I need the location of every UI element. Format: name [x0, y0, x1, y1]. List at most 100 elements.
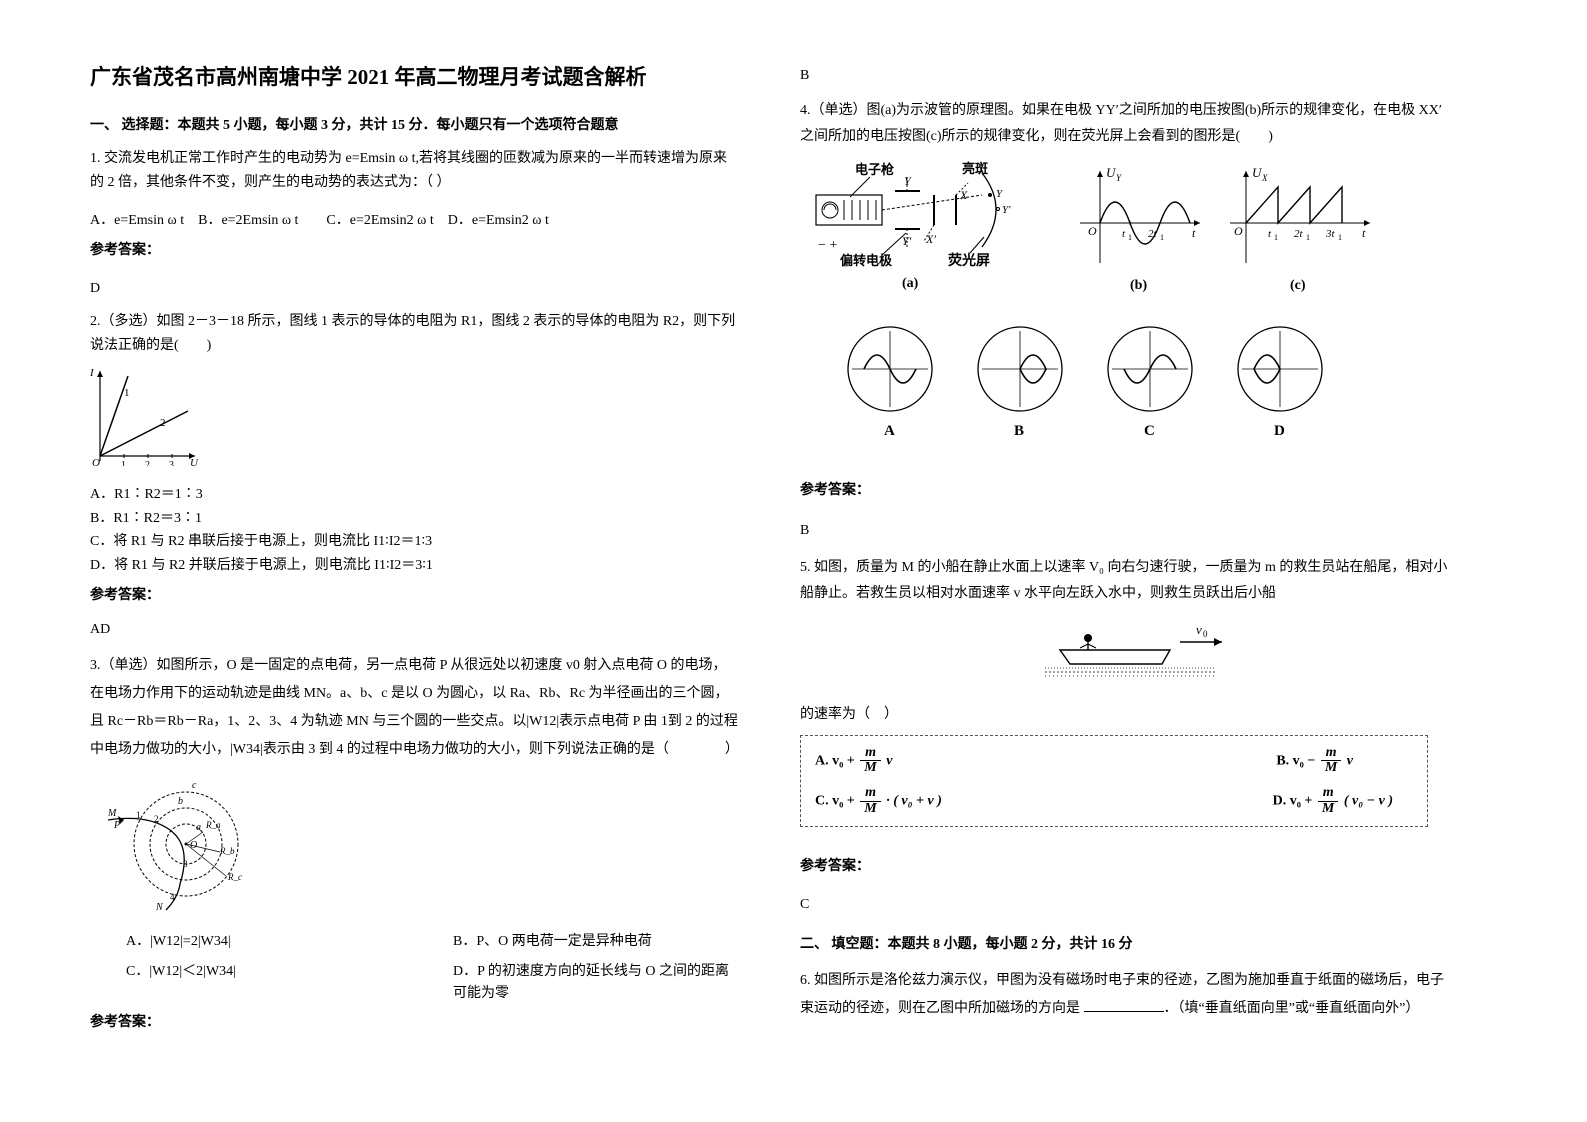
q3-optA: A．|W12|=2|W34|: [126, 931, 413, 953]
svg-text:(b): (b): [1130, 278, 1147, 293]
svg-text:1: 1: [1160, 233, 1164, 242]
q5-figure: v0: [990, 616, 1260, 686]
q6-stem2: ．（填“垂直纸面向里”或“垂直纸面向外”）: [1164, 1001, 1420, 1016]
svg-text:a: a: [196, 822, 201, 833]
svg-text:2: 2: [145, 460, 150, 466]
q2-optA: A．R1∶R2＝1∶3: [90, 483, 740, 507]
question-2: 2.（多选）如图 2－3－18 所示，图线 1 表示的导体的电阻为 R1，图线 …: [90, 310, 740, 641]
svg-text:亮斑: 亮斑: [962, 161, 988, 176]
label-deflect: 偏转电极: [840, 253, 893, 268]
svg-text:1: 1: [1306, 233, 1310, 242]
q5-optD: D. v₀ + mM ( v₀ − v ): [1273, 786, 1393, 816]
xlabel: U: [190, 457, 199, 466]
svg-text:X′: X′: [925, 232, 936, 246]
q1-answer-label: 参考答案：: [90, 239, 740, 263]
q2-optC: C．将 R1 与 R2 串联后接于电源上，则电流比 I1∶I2＝1∶3: [90, 530, 740, 554]
svg-text:M: M: [108, 808, 117, 819]
svg-text:(a): (a): [902, 276, 919, 291]
svg-text:N: N: [155, 902, 164, 912]
q5-answer-label: 参考答案：: [800, 855, 1450, 879]
svg-text:0: 0: [1203, 629, 1208, 639]
q1-options: A．e=Emsin ω t B．e=2Emsin ω t C．e=2Emsin2…: [90, 209, 740, 233]
q2-figure: I U O 1 2 1 2 3: [90, 366, 740, 475]
svg-text:b: b: [178, 796, 183, 807]
question-3: 3.（单选）如图所示，O 是一固定的点电荷，另一点电荷 P 从很远处以初速度 v…: [90, 652, 740, 1033]
svg-text:Y′: Y′: [1002, 204, 1011, 216]
svg-text:1: 1: [1128, 233, 1132, 242]
svg-text:t: t: [1122, 228, 1126, 240]
svg-text:R_c: R_c: [227, 872, 242, 882]
svg-text:O: O: [1234, 224, 1243, 238]
q3-answer-label: 参考答案：: [90, 1012, 740, 1033]
svg-text:1: 1: [121, 460, 126, 466]
q5-answer: C: [800, 893, 1450, 917]
q5-optA: A. v₀ + mM v: [815, 746, 892, 776]
q5-optB: B. v₀ − mM v: [1276, 746, 1353, 776]
page-title: 广东省茂名市高州南塘中学 2021 年高二物理月考试题含解析: [90, 60, 740, 96]
svg-text:t: t: [1192, 226, 1196, 240]
svg-text:O: O: [1088, 224, 1097, 238]
q1-answer: D: [90, 277, 740, 301]
q3-optC: C．|W12|＜2|W34|: [126, 961, 413, 1006]
svg-text:3: 3: [169, 460, 174, 466]
svg-text:− +: − +: [818, 238, 837, 253]
q4-answer: B: [800, 518, 1450, 545]
svg-text:(c): (c): [1290, 278, 1306, 293]
q5-options-box: A. v₀ + mM v B. v₀ − mM v C. v₀ + mM · (…: [800, 735, 1428, 828]
svg-text:O: O: [92, 457, 100, 466]
q1-stem: 1. 交流发电机正常工作时产生的电动势为 e=Emsin ω t,若将其线圈的匝…: [90, 147, 740, 195]
svg-text:t: t: [1362, 226, 1366, 240]
svg-text:1: 1: [1338, 233, 1342, 242]
svg-text:Y: Y: [1116, 173, 1122, 183]
q5-stem2: 的速率为（ ）: [800, 703, 1450, 727]
svg-text:2t: 2t: [1148, 228, 1158, 240]
q5-stem1: 5. 如图，质量为 M 的小船在静止水面上以速率 V₀ 向右匀速行驶，一质量为 …: [800, 555, 1450, 608]
q3-optD: D．P 的初速度方向的延长线与 O 之间的距离可能为零: [453, 961, 740, 1006]
q2-answer-label: 参考答案：: [90, 584, 740, 608]
svg-text:1: 1: [124, 387, 130, 399]
svg-text:4: 4: [170, 892, 175, 902]
svg-text:1: 1: [1274, 233, 1278, 242]
svg-text:1: 1: [136, 810, 141, 820]
svg-text:荧光屏: 荧光屏: [948, 252, 990, 269]
svg-text:B: B: [1014, 423, 1024, 439]
svg-text:2: 2: [160, 417, 166, 429]
question-4: 4.（单选）图(a)为示波管的原理图。如果在电极 YY′之间所加的电压按图(b)…: [800, 98, 1450, 545]
svg-text:P: P: [113, 820, 120, 831]
q4-figure: 电子枪 − + Y: [800, 159, 1450, 470]
svg-text:3: 3: [183, 859, 188, 869]
svg-text:t: t: [1268, 228, 1272, 240]
q3-figure: O a b c M P 1 2 3 4 N R_a R_b R_c: [108, 772, 740, 923]
q3-opts-row1: A．|W12|=2|W34| B．P、O 两电荷一定是异种电荷 C．|W12|＜…: [126, 931, 740, 1006]
svg-text:3t: 3t: [1325, 228, 1336, 240]
ylabel: I: [90, 367, 95, 379]
svg-text:2: 2: [154, 814, 159, 824]
svg-text:A: A: [884, 423, 895, 439]
svg-text:v: v: [1196, 622, 1202, 637]
svg-text:Y: Y: [996, 188, 1004, 200]
q3-stem: 3.（单选）如图所示，O 是一固定的点电荷，另一点电荷 P 从很远处以初速度 v…: [90, 652, 740, 764]
svg-text:X: X: [959, 188, 968, 202]
q5-optC: C. v₀ + mM · ( v₀ + v ): [815, 786, 942, 816]
q2-stem: 2.（多选）如图 2－3－18 所示，图线 1 表示的导体的电阻为 R1，图线 …: [90, 310, 740, 358]
svg-text:R_b: R_b: [219, 846, 235, 856]
label-electron-gun: 电子枪: [855, 162, 894, 177]
q3-answer: B: [800, 64, 1450, 88]
q6-blank: [1084, 997, 1164, 1012]
section-1-header: 一、 选择题：本题共 5 小题，每小题 3 分，共计 15 分．每小题只有一个选…: [90, 114, 740, 138]
q4-stem: 4.（单选）图(a)为示波管的原理图。如果在电极 YY′之间所加的电压按图(b)…: [800, 98, 1450, 151]
svg-text:R_a: R_a: [205, 820, 221, 830]
q2-answer: AD: [90, 618, 740, 642]
q2-optD: D．将 R1 与 R2 并联后接于电源上，则电流比 I1∶I2＝3∶1: [90, 554, 740, 578]
svg-text:2t: 2t: [1294, 228, 1304, 240]
q4-answer-label: 参考答案：: [800, 478, 1450, 505]
question-6: 6. 如图所示是洛伦兹力演示仪，甲图为没有磁场时电子束的径迹，乙图为施加垂直于纸…: [800, 967, 1450, 1023]
svg-text:C: C: [1144, 423, 1155, 439]
question-5: 5. 如图，质量为 M 的小船在静止水面上以速率 V₀ 向右匀速行驶，一质量为 …: [800, 555, 1450, 917]
q2-optB: B．R1∶R2＝3∶1: [90, 507, 740, 531]
svg-text:D: D: [1274, 423, 1285, 439]
svg-text:c: c: [192, 780, 197, 791]
section-2-header: 二、 填空题：本题共 8 小题，每小题 2 分，共计 16 分: [800, 933, 1450, 957]
q3-optB: B．P、O 两电荷一定是异种电荷: [453, 931, 740, 953]
question-1: 1. 交流发电机正常工作时产生的电动势为 e=Emsin ω t,若将其线圈的匝…: [90, 147, 740, 300]
